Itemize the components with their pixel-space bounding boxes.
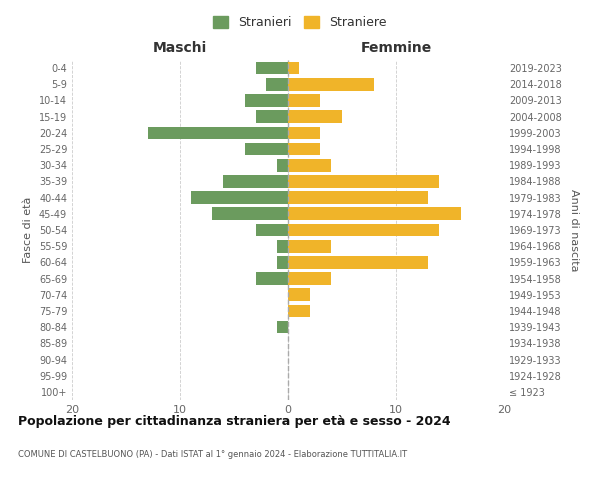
Bar bbox=[288, 192, 428, 204]
Bar bbox=[288, 62, 299, 74]
Bar bbox=[266, 78, 288, 90]
Bar bbox=[245, 142, 288, 156]
Text: Maschi: Maschi bbox=[153, 41, 207, 55]
Bar bbox=[256, 224, 288, 236]
Bar bbox=[288, 304, 310, 318]
Bar bbox=[223, 175, 288, 188]
Bar bbox=[288, 288, 310, 301]
Bar bbox=[277, 256, 288, 268]
Bar bbox=[212, 208, 288, 220]
Bar bbox=[148, 126, 288, 139]
Bar bbox=[288, 240, 331, 252]
Bar bbox=[245, 94, 288, 107]
Y-axis label: Fasce di età: Fasce di età bbox=[23, 197, 33, 263]
Bar bbox=[256, 110, 288, 123]
Bar bbox=[288, 142, 320, 156]
Bar bbox=[288, 110, 342, 123]
Bar bbox=[256, 62, 288, 74]
Bar bbox=[277, 321, 288, 334]
Bar bbox=[191, 192, 288, 204]
Bar bbox=[288, 256, 428, 268]
Bar bbox=[277, 159, 288, 172]
Text: COMUNE DI CASTELBUONO (PA) - Dati ISTAT al 1° gennaio 2024 - Elaborazione TUTTIT: COMUNE DI CASTELBUONO (PA) - Dati ISTAT … bbox=[18, 450, 407, 459]
Bar bbox=[288, 272, 331, 285]
Text: Femmine: Femmine bbox=[361, 41, 431, 55]
Bar bbox=[288, 94, 320, 107]
Bar bbox=[256, 272, 288, 285]
Text: Popolazione per cittadinanza straniera per età e sesso - 2024: Popolazione per cittadinanza straniera p… bbox=[18, 415, 451, 428]
Y-axis label: Anni di nascita: Anni di nascita bbox=[569, 188, 578, 271]
Bar bbox=[288, 208, 461, 220]
Bar bbox=[277, 240, 288, 252]
Bar bbox=[288, 78, 374, 90]
Bar bbox=[288, 224, 439, 236]
Legend: Stranieri, Straniere: Stranieri, Straniere bbox=[208, 11, 392, 34]
Bar bbox=[288, 159, 331, 172]
Bar bbox=[288, 126, 320, 139]
Bar bbox=[288, 175, 439, 188]
